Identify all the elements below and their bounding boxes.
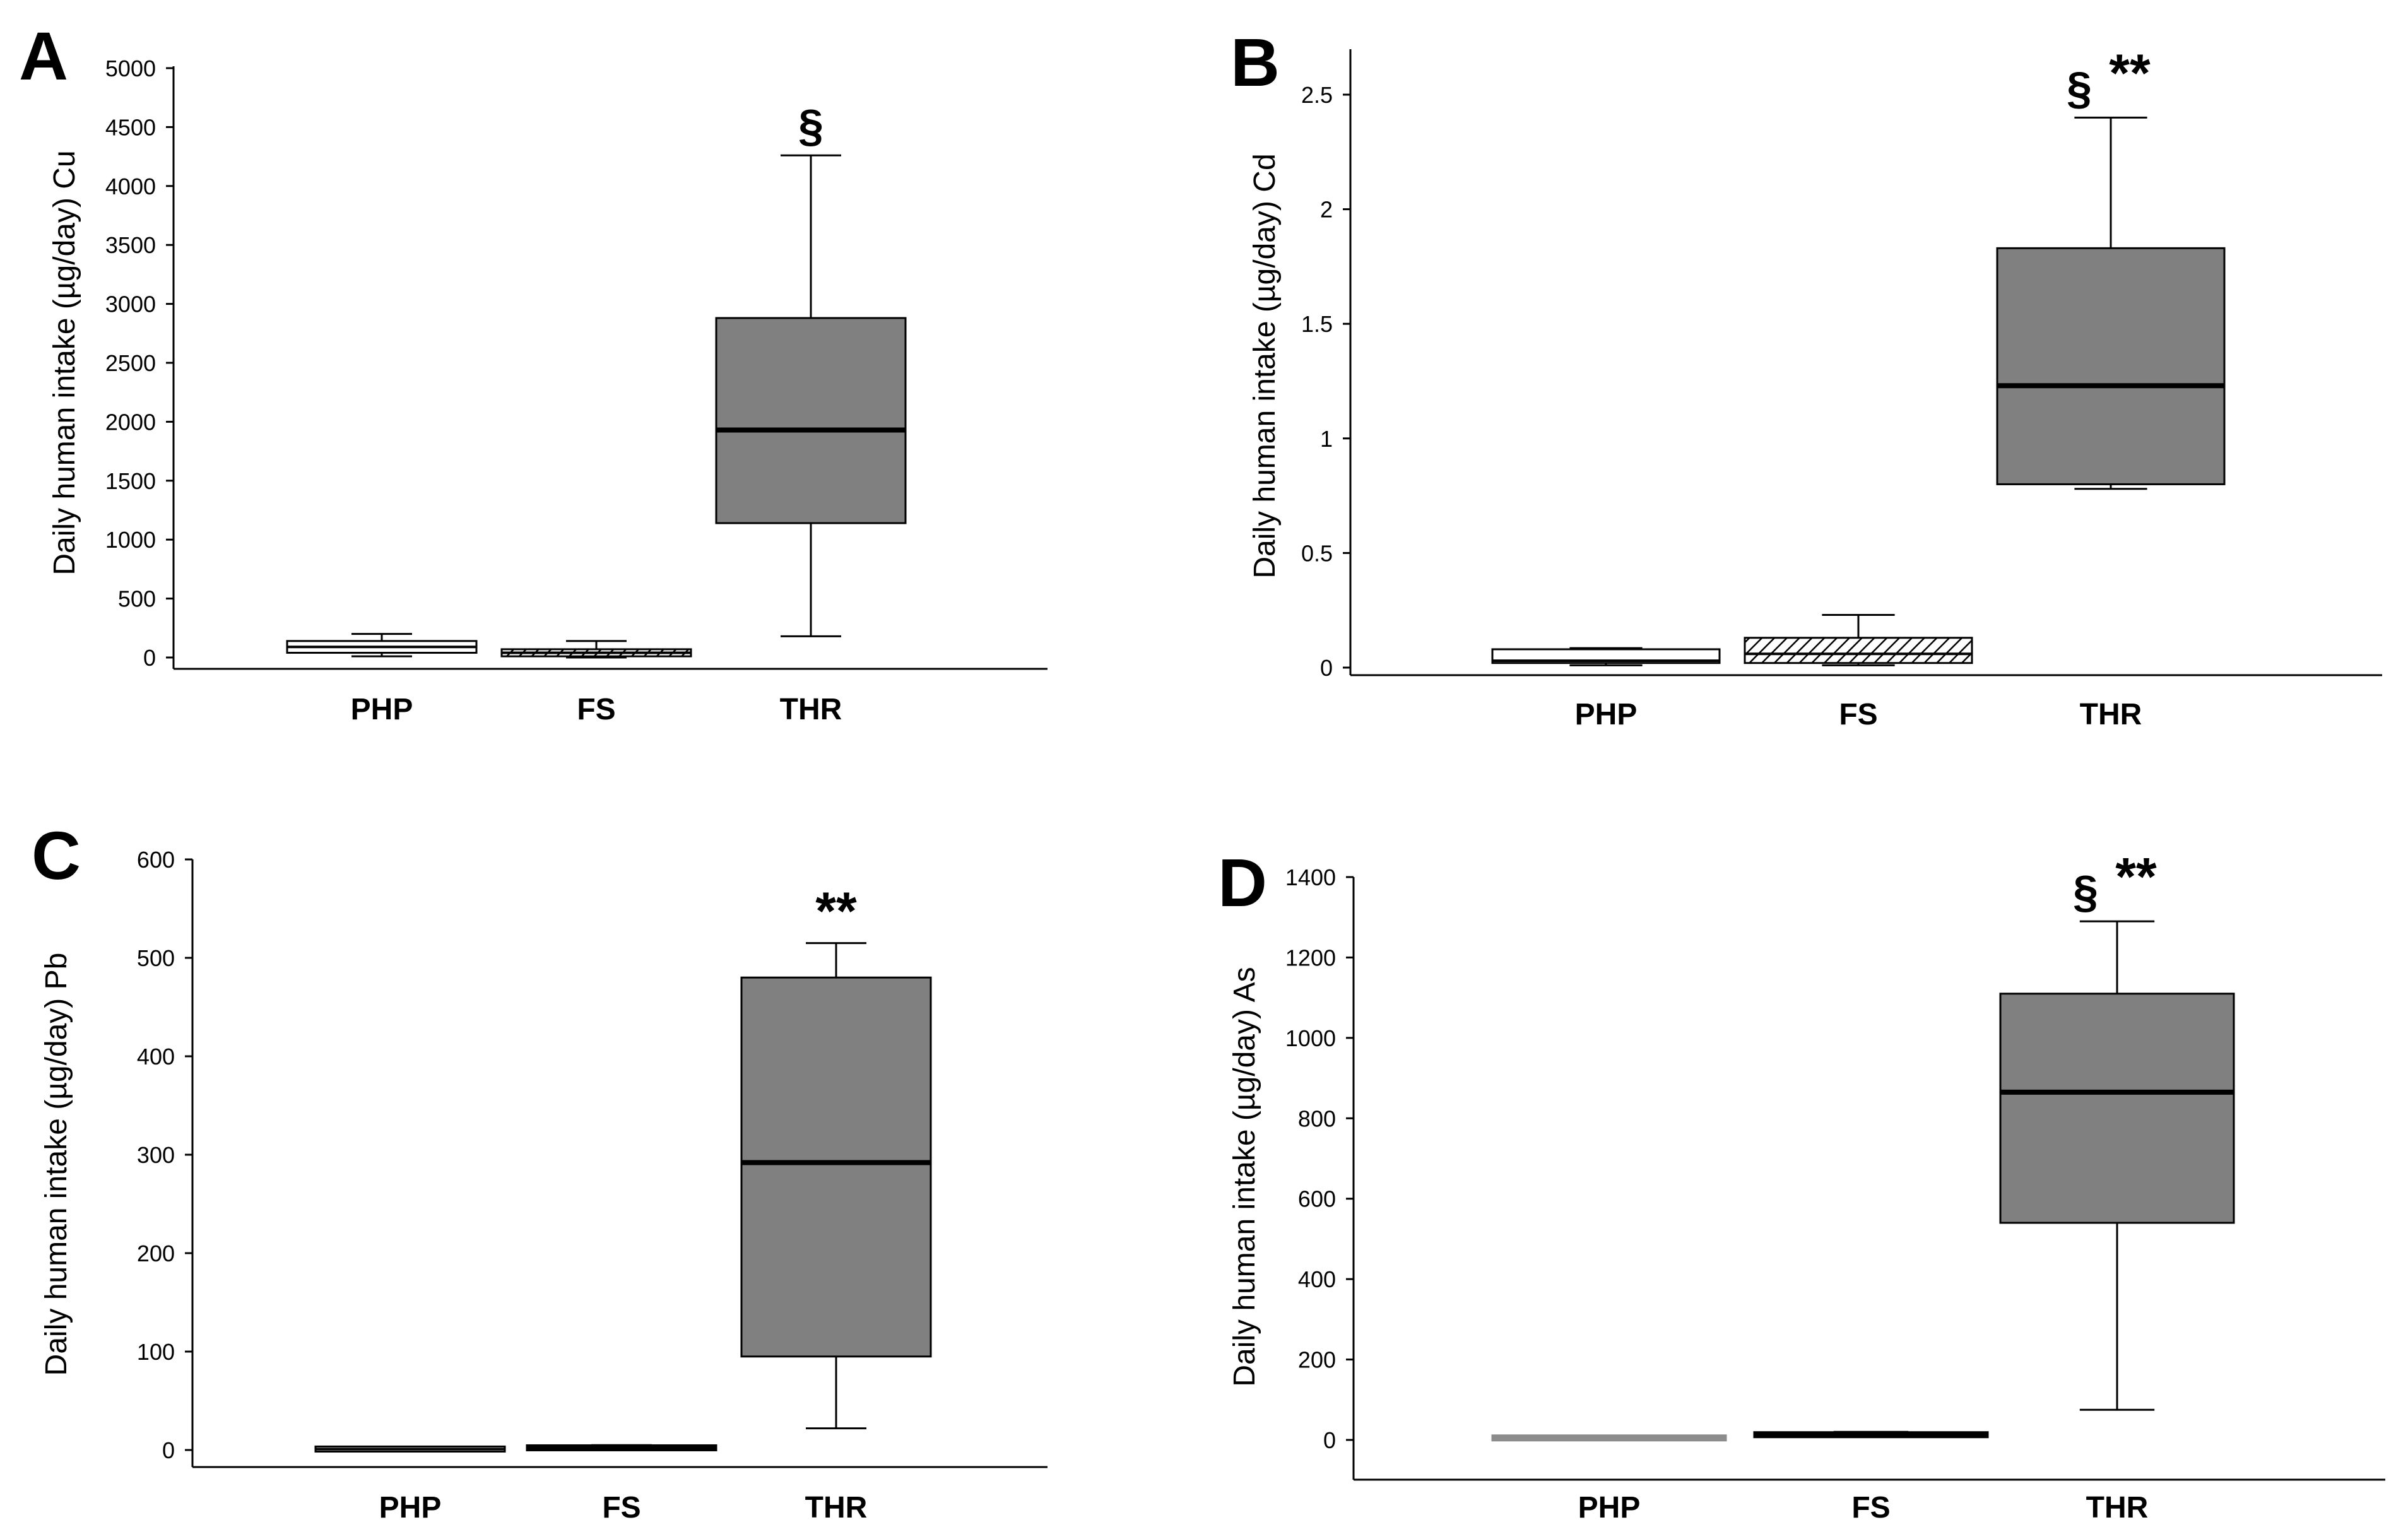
category-label-php: PHP	[1578, 1491, 1641, 1524]
box-iqr	[1999, 993, 2235, 1224]
axes	[1349, 49, 2382, 676]
y-tick-label: 1400	[1285, 864, 1336, 890]
category-label-fs: FS	[577, 693, 615, 726]
box-php	[1491, 647, 1721, 666]
y-axis-label: Daily human intake (µg/day) Cu	[48, 150, 81, 575]
y-tick-label: 1	[1320, 426, 1333, 452]
category-labels: PHP FS THR	[1578, 1491, 2149, 1524]
category-label-thr: THR	[780, 693, 842, 726]
y-tick-label: 1000	[105, 527, 156, 553]
y-tick-label: 1200	[1285, 945, 1336, 970]
y-tick-label: 800	[1298, 1105, 1336, 1131]
y-ticks: 0 100 200 300 400 500 600	[137, 847, 192, 1463]
y-tick-label: 500	[118, 586, 156, 612]
y-tick-label: 3000	[105, 292, 156, 317]
y-tick-label: 1000	[1285, 1025, 1336, 1051]
y-axis-label: Daily human intake (µg/day) Pb	[40, 953, 73, 1376]
y-tick-label: 400	[137, 1044, 175, 1070]
box-thr: §	[715, 101, 907, 637]
significance-annotation: §	[798, 101, 823, 151]
y-tick-label: 0	[143, 645, 156, 671]
box-thr: § **	[1999, 847, 2235, 1411]
panel-a-cu-chart: A Daily human intake (µg/day) Cu 0 500 100…	[19, 18, 1048, 726]
significance-section-mark: §	[2073, 867, 2098, 917]
y-tick-label: 0	[1323, 1427, 1336, 1453]
y-tick-label: 0.5	[1301, 540, 1333, 566]
y-axis-label: Daily human intake (µg/day) Cd	[1248, 153, 1282, 578]
y-tick-label: 100	[137, 1339, 175, 1365]
significance-annotation: **	[815, 881, 857, 941]
y-tick-label: 4000	[105, 174, 156, 199]
y-tick-label: 300	[137, 1142, 175, 1168]
y-tick-label: 2	[1320, 197, 1333, 223]
panel-b-cd-chart: B Daily human intake (µg/day) Cd 0 0.5 1 1.…	[1231, 24, 2382, 731]
panel-c-pb-chart: C Daily human intake (µg/day) Pb 0 100 200…	[32, 817, 1048, 1524]
panel-letter: C	[32, 817, 81, 893]
y-tick-label: 1.5	[1301, 311, 1333, 337]
axes	[172, 66, 1048, 670]
y-tick-label: 600	[137, 847, 175, 873]
box-php	[286, 633, 478, 657]
boxes: § **	[1491, 43, 2226, 666]
box-fs	[1753, 1430, 1989, 1439]
box-fs	[1744, 613, 1973, 666]
y-tick-label: 2500	[105, 350, 156, 376]
category-label-php: PHP	[379, 1491, 442, 1524]
significance-section-mark: §	[2067, 63, 2092, 114]
category-label-thr: THR	[2086, 1491, 2149, 1524]
significance-stars: **	[2115, 847, 2157, 906]
axes	[1352, 877, 2385, 1481]
y-tick-label: 200	[1298, 1347, 1336, 1373]
box-php	[1491, 1434, 1727, 1442]
box-iqr	[740, 976, 932, 1358]
y-tick-label: 500	[137, 945, 175, 971]
y-tick-label: 0	[162, 1437, 175, 1463]
y-tick-label: 2.5	[1301, 82, 1333, 108]
y-tick-label: 5000	[105, 56, 156, 81]
y-ticks: 0 200 400 600 800 1000 1200 1400	[1285, 864, 1354, 1453]
box-fs	[526, 1444, 717, 1451]
y-tick-label: 4500	[105, 114, 156, 140]
box-thr: **	[740, 881, 932, 1430]
category-label-php: PHP	[1575, 698, 1638, 731]
significance-stars: **	[2109, 43, 2151, 102]
y-tick-label: 600	[1298, 1186, 1336, 1212]
y-tick-label: 3500	[105, 232, 156, 258]
category-label-php: PHP	[351, 693, 413, 726]
panel-d-as-chart: D Daily human intake (µg/day) As 0 200 400…	[1218, 844, 2385, 1524]
y-tick-label: 2000	[105, 409, 156, 435]
box-iqr	[1996, 247, 2226, 485]
category-label-fs: FS	[602, 1491, 640, 1524]
panel-letter: B	[1231, 24, 1280, 100]
panel-letter: A	[19, 18, 68, 94]
y-tick-label: 400	[1298, 1266, 1336, 1292]
category-labels: PHP FS THR	[379, 1491, 868, 1524]
box-php	[314, 1445, 506, 1453]
axes	[191, 859, 1048, 1468]
category-labels: PHP FS THR	[1575, 698, 2142, 731]
boxes: **	[314, 881, 932, 1453]
boxes: § **	[1491, 847, 2235, 1442]
box-thr: § **	[1996, 43, 2226, 490]
box-fs	[500, 640, 692, 659]
box-iqr	[1744, 637, 1973, 664]
panel-letter: D	[1218, 844, 1267, 921]
y-axis-label: Daily human intake (µg/day) As	[1228, 967, 1261, 1386]
y-ticks: 0 500 1000 1500 2000 2500 3000 3500 4000 4500 5000	[105, 56, 174, 671]
box-iqr	[715, 317, 907, 524]
y-tick-label: 200	[137, 1241, 175, 1266]
y-ticks: 0 0.5 1 1.5 2 2.5	[1301, 82, 1350, 681]
y-tick-label: 1500	[105, 468, 156, 494]
category-labels: PHP FS THR	[351, 693, 842, 726]
y-tick-label: 0	[1320, 655, 1333, 681]
category-label-thr: THR	[2080, 698, 2142, 731]
boxes: §	[286, 101, 907, 659]
category-label-fs: FS	[1851, 1491, 1890, 1524]
category-label-fs: FS	[1839, 698, 1877, 731]
category-label-thr: THR	[805, 1491, 868, 1524]
